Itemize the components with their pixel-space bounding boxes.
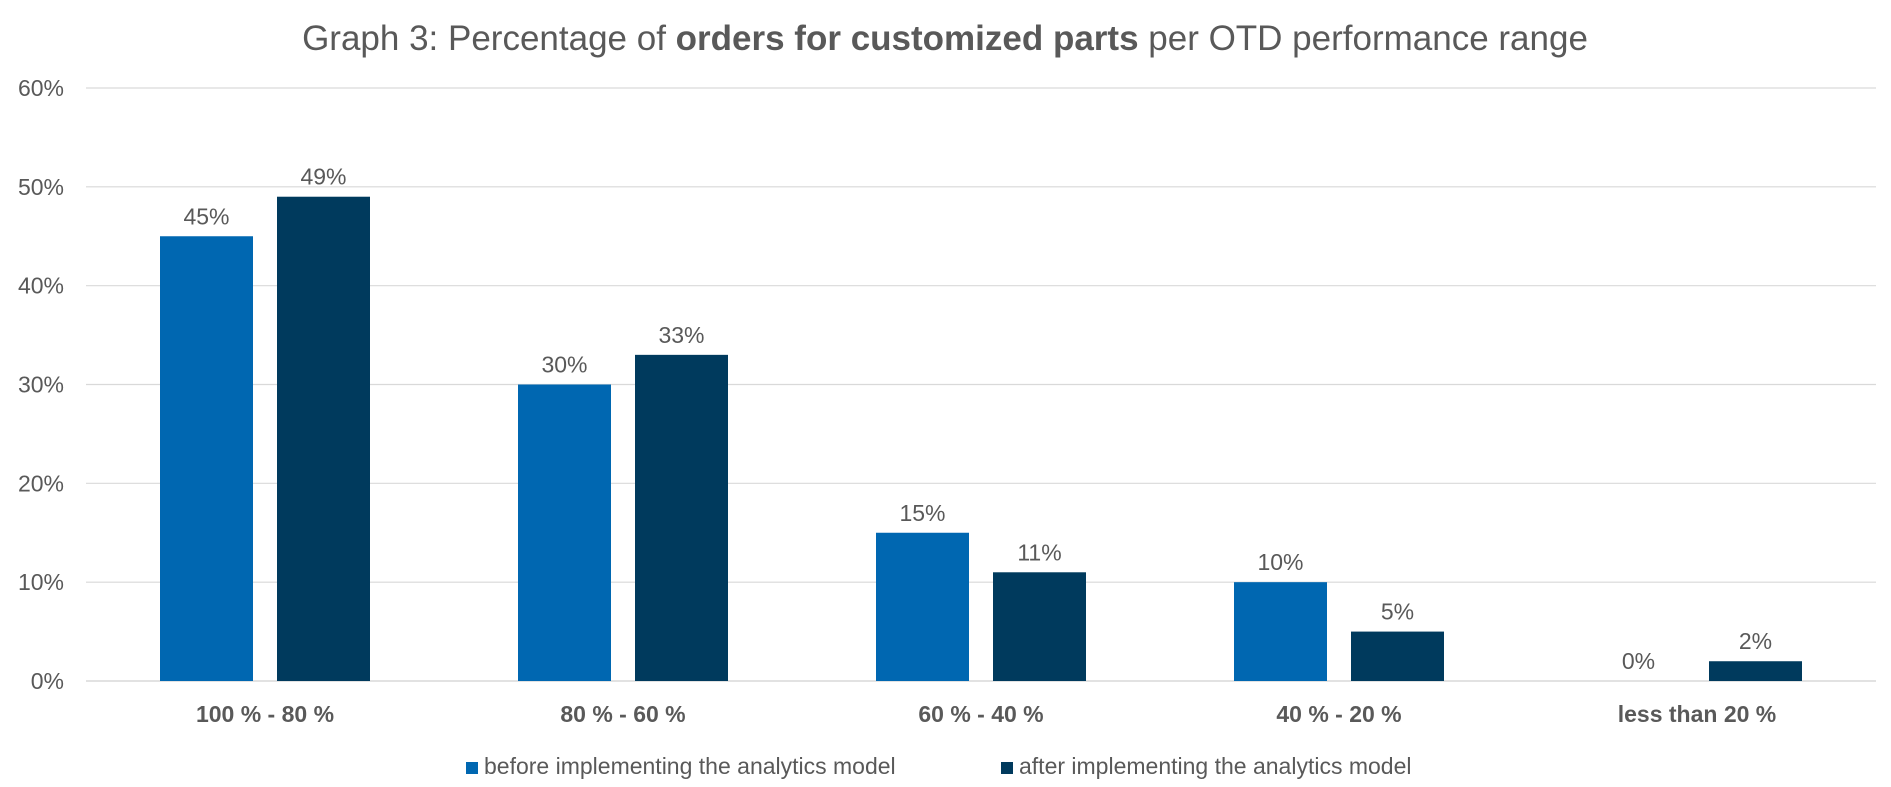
legend-swatch bbox=[1001, 762, 1013, 774]
x-tick-label: 100 % - 80 % bbox=[196, 701, 334, 727]
data-label: 2% bbox=[1739, 628, 1772, 654]
y-tick-label: 20% bbox=[18, 470, 64, 496]
bar-before bbox=[1234, 582, 1327, 681]
bar-after bbox=[993, 572, 1086, 681]
y-tick-label: 40% bbox=[18, 273, 64, 299]
bar-after bbox=[1351, 631, 1444, 681]
legend-label: after implementing the analytics model bbox=[1019, 753, 1411, 779]
bar-before bbox=[160, 236, 253, 681]
chart-title-part: Graph 3: Percentage of bbox=[302, 19, 676, 58]
data-label: 11% bbox=[1017, 539, 1061, 565]
x-tick-label: less than 20 % bbox=[1618, 701, 1777, 727]
x-axis-tick-labels: 100 % - 80 % 80 % - 60 % 60 % - 40 % 40 % -… bbox=[196, 701, 1776, 727]
legend: before implementing the analytics model a… bbox=[466, 753, 1411, 779]
data-label: 45% bbox=[183, 203, 229, 229]
bar-before bbox=[876, 532, 969, 681]
y-tick-label: 50% bbox=[18, 174, 64, 200]
data-label: 15% bbox=[899, 500, 945, 526]
legend-label: before implementing the analytics model bbox=[484, 753, 896, 779]
bars bbox=[160, 196, 1802, 681]
chart-title: Graph 3: Percentage of orders for custom… bbox=[302, 19, 1588, 58]
chart-title-part: orders for customized parts bbox=[676, 19, 1139, 58]
bar-after bbox=[1709, 661, 1802, 681]
y-tick-label: 0% bbox=[31, 668, 64, 694]
data-label: 49% bbox=[300, 164, 346, 190]
data-label: 5% bbox=[1381, 599, 1414, 625]
data-label: 10% bbox=[1257, 549, 1303, 575]
y-axis-tick-labels: 0% 10% 20% 30% 40% 50% 60% bbox=[18, 75, 64, 694]
y-tick-label: 10% bbox=[18, 569, 64, 595]
bar-after bbox=[635, 354, 728, 681]
data-label: 33% bbox=[658, 322, 704, 348]
bar-before bbox=[518, 384, 611, 681]
bar-after bbox=[277, 196, 370, 681]
grid-lines bbox=[86, 87, 1876, 682]
data-labels: 45% 49% 30% 33% 15% 11% 10% 5% 0% 2% bbox=[183, 164, 1772, 674]
data-label: 30% bbox=[541, 352, 587, 378]
data-label: 0% bbox=[1622, 648, 1655, 674]
x-tick-label: 60 % - 40 % bbox=[918, 701, 1043, 727]
chart-title-part: per OTD performance range bbox=[1139, 19, 1588, 58]
y-tick-label: 30% bbox=[18, 372, 64, 398]
x-tick-label: 40 % - 20 % bbox=[1276, 701, 1401, 727]
y-tick-label: 60% bbox=[18, 75, 64, 101]
legend-swatch bbox=[466, 762, 478, 774]
x-tick-label: 80 % - 60 % bbox=[560, 701, 685, 727]
